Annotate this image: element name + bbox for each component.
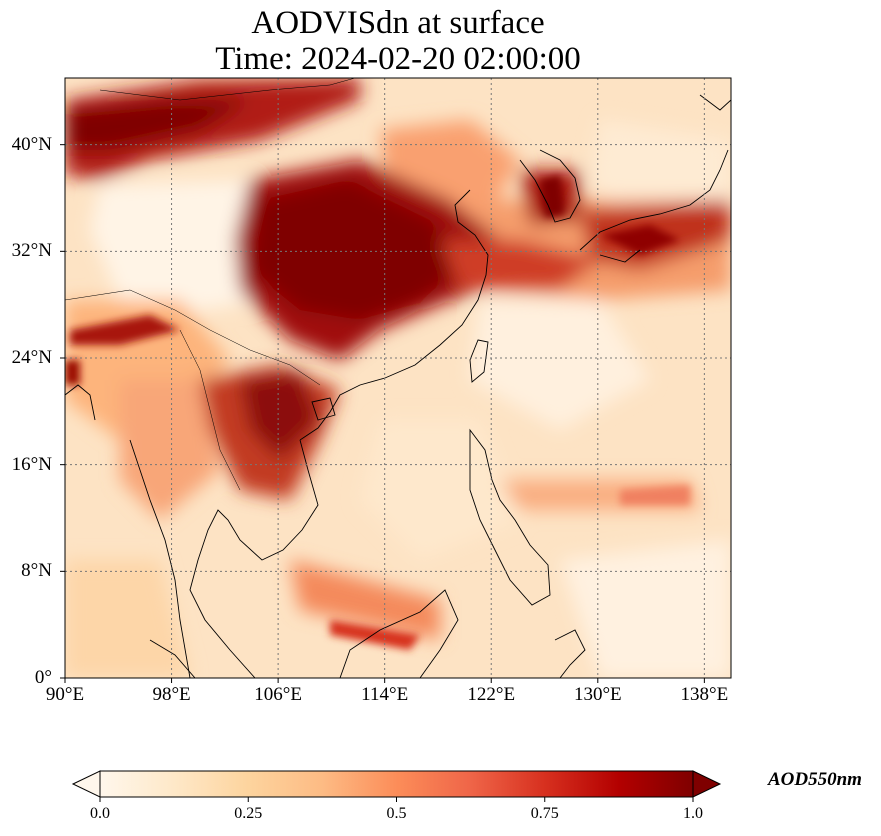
- lon-tick-label: 98°E: [152, 684, 191, 705]
- colorbar-tick-label: 1.0: [683, 805, 703, 822]
- lon-tick-label: 114°E: [361, 684, 409, 705]
- colorbar-tick-label: 0.5: [386, 805, 407, 822]
- map-time: Time: 2024-02-20 02:00:00: [215, 41, 581, 77]
- lon-tick-label: 90°E: [45, 684, 85, 705]
- gridlines: [65, 78, 731, 678]
- lon-tick-label: 130°E: [573, 684, 622, 705]
- aod-field: [65, 78, 731, 678]
- lon-tick-label: 138°E: [680, 684, 729, 705]
- lat-tick-label: 16°N: [11, 453, 52, 475]
- colorbar-tick-label: 0.0: [90, 805, 110, 822]
- colorbar-tick-label: 0.75: [530, 805, 559, 822]
- colorbar-extend-max: [692, 770, 722, 798]
- lat-tick-label: 32°N: [11, 240, 52, 262]
- lon-tick-label: 122°E: [467, 684, 516, 705]
- colorbar-extend-min: [71, 770, 101, 798]
- lat-tick-label: 24°N: [11, 347, 52, 368]
- map-frame: [64, 77, 732, 679]
- lat-tick-label: 40°N: [11, 133, 52, 155]
- lon-tick-label: 106°E: [254, 684, 302, 705]
- lat-tick-label: 0°: [34, 667, 52, 688]
- map-title: AODVISdn at surface: [251, 5, 545, 41]
- coastlines: [65, 78, 731, 678]
- colorbar-tick-label: 0.25: [234, 805, 263, 822]
- lat-tick-label: 8°N: [21, 560, 52, 582]
- aod-detail: [65, 175, 690, 650]
- colorbar-label: AOD550nm: [768, 769, 862, 790]
- colorbar-gradient: [99, 770, 694, 798]
